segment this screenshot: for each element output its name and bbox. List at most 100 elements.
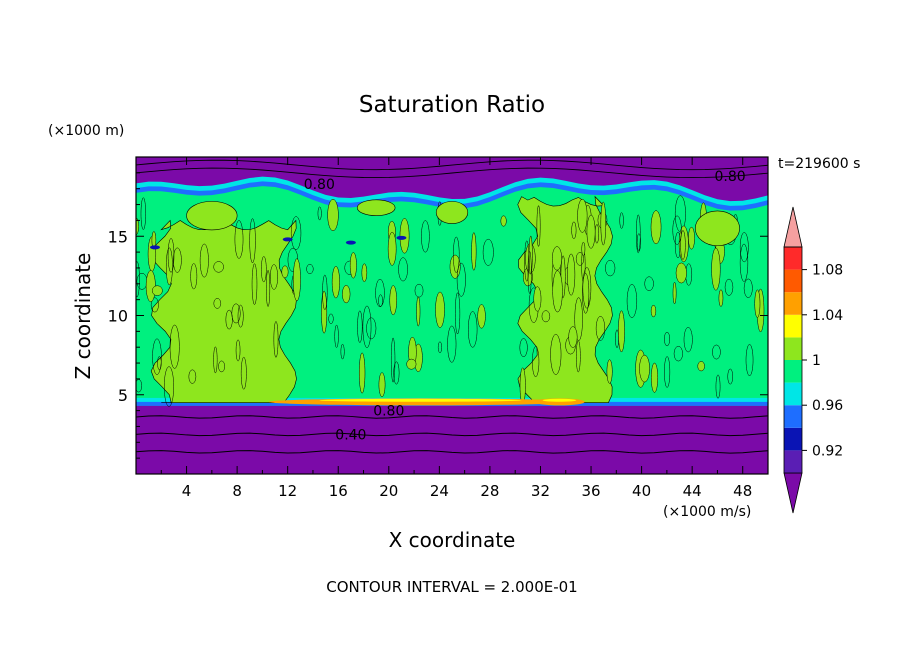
field-cell [639,354,650,383]
field-cell [165,247,173,286]
field-cell [437,341,442,354]
field-cell [754,289,761,318]
warm-spot-core [542,398,577,402]
field-cell [575,252,585,266]
dry-fleck [282,237,293,242]
field-cell [550,333,562,375]
field-cell [136,261,140,298]
field-cell [581,241,586,256]
field-cell [739,232,749,263]
contour-labels: 0.80 0.80 0.80 0.40 [304,169,746,443]
y-axis-ticks: 5 10 15 [108,172,768,459]
field-cell [273,321,279,358]
field-cell [650,304,657,318]
field-cell [605,259,616,277]
y-tick-label: 15 [108,227,128,246]
field-cell [414,283,424,298]
field-cell [240,356,247,390]
colorbar-swatch [784,247,802,270]
field-cell [626,284,638,318]
field-cell [718,289,724,307]
field-cell [567,253,576,296]
field-cell [500,215,507,227]
field-cell [435,291,445,328]
field-cell [317,206,322,221]
colorbar-swatch [784,314,802,338]
x-axis-label: X coordinate [389,528,516,552]
field-cell [552,270,563,313]
field-cell [455,292,461,335]
field-cell [136,379,143,393]
field-cell [140,197,146,230]
field-cell [292,258,301,302]
colorbar: 1.08 1.04 1 0.96 0.92 [783,206,843,514]
field-cell [673,345,683,362]
field-cell [249,218,256,264]
field-cell [213,261,224,273]
field-cell [739,243,749,282]
field-cell [152,338,162,375]
colorbar-swatch [784,292,802,315]
field-cell [390,337,396,383]
x-tick-label: 16 [329,482,348,500]
field-cell [664,356,671,388]
field-cell [727,368,734,385]
field-cell [334,324,339,348]
field-cell [536,205,541,247]
x-tick-label: 24 [430,482,449,500]
field-cell [190,263,198,290]
field-patch [435,201,469,224]
field-cell [482,238,494,266]
colorbar-swatch [784,337,802,360]
field-cell [519,338,528,357]
colorbar-tick-label: 0.92 [812,443,843,459]
field-cell [724,278,734,296]
field-cell [167,238,175,273]
field-cell [552,246,562,271]
saturation-field [136,157,768,474]
field-cell [595,316,606,341]
field-cell [577,198,588,233]
field-cell [251,263,258,305]
field-cell [387,231,397,266]
field-cell [619,212,624,229]
warm-spot-core [319,398,522,402]
field-cell [421,220,430,253]
contour-line [136,159,768,171]
x-axis-ticks: 4 8 12 16 20 24 28 32 36 40 44 48 [160,157,752,500]
field-cell [644,276,654,291]
field-cell [150,297,159,313]
field-cell [582,267,592,309]
field-cell [378,372,386,397]
y-axis-label: Z coordinate [71,253,95,380]
field-cell [524,240,530,282]
field-cell [331,266,340,299]
field-cell [389,285,397,316]
field-cell [711,247,721,291]
supersaturated-column [517,195,613,403]
x-tick-label: 36 [581,482,600,500]
field-cell [358,352,366,394]
field-cell [688,226,695,250]
field-cell [199,243,209,278]
field-cell [327,198,339,232]
field-cell [266,270,271,307]
field-cell [672,215,682,245]
field-cell [586,214,596,249]
contour-line [136,415,768,419]
field-cell [306,263,314,275]
colorbar-tick-label: 1.08 [812,263,843,279]
x-tick-label: 20 [379,482,398,500]
field-cell [406,358,417,370]
field-cell [571,221,577,239]
field-cell [321,290,328,334]
field-cell [173,247,182,273]
field-cell [683,327,693,353]
field-cell [393,361,400,385]
field-cell [270,264,278,290]
x-tick-label: 4 [182,482,192,500]
dry-fleck [149,245,160,250]
field-cell [664,331,671,347]
field-patch [186,201,238,231]
